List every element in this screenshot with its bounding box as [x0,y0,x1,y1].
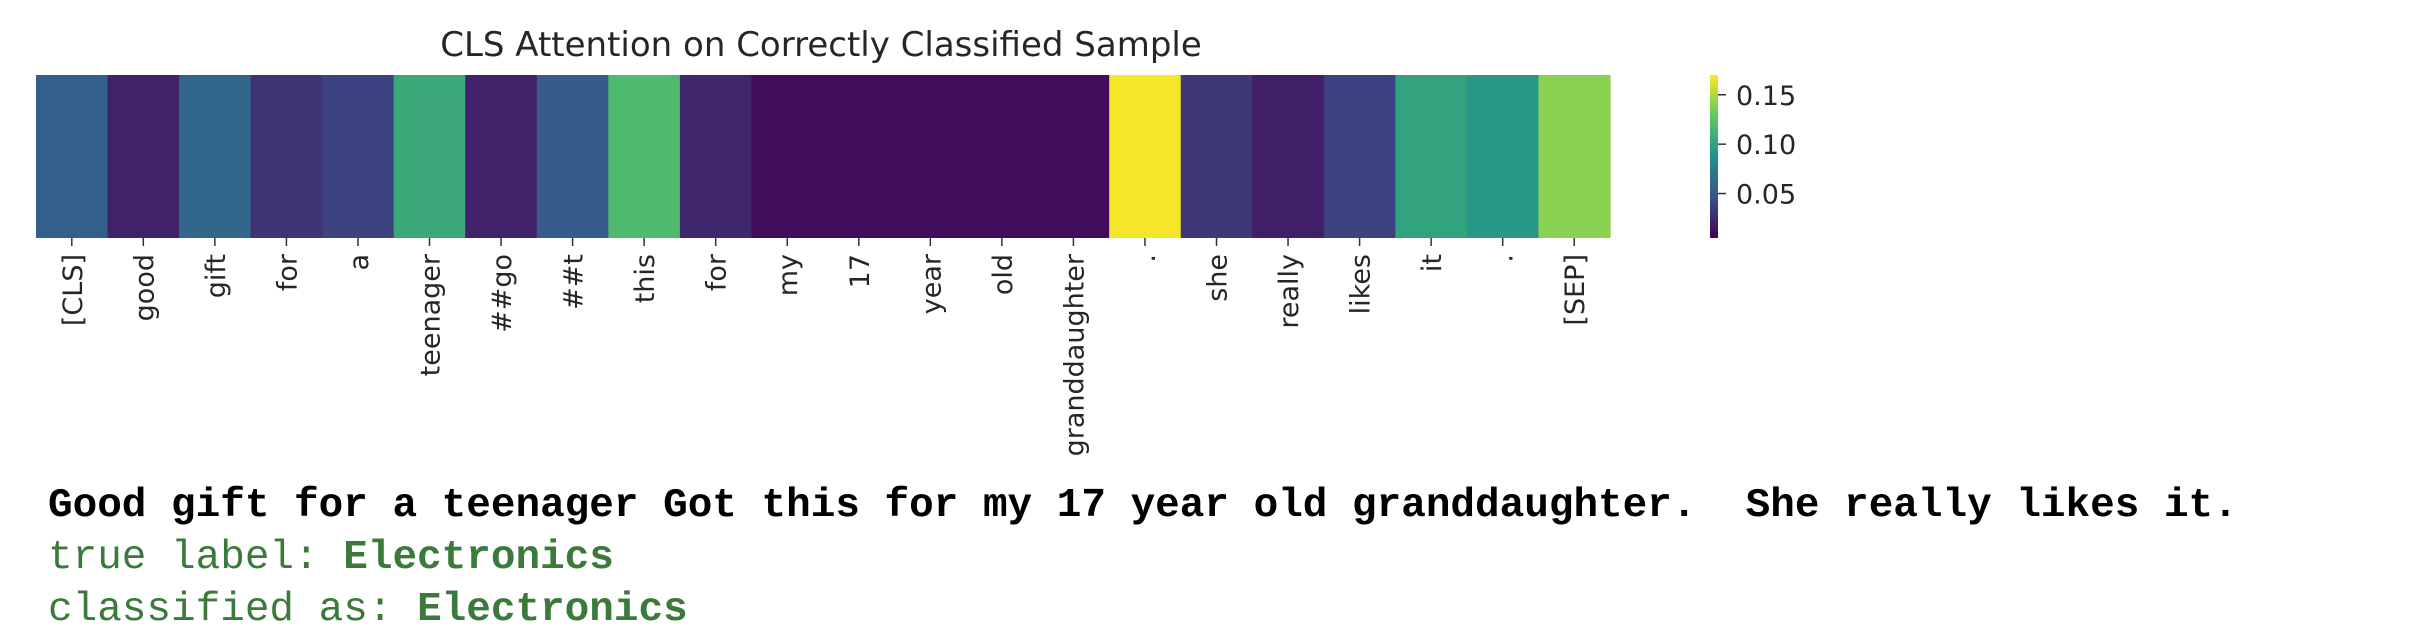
heatmap-cell [465,75,538,238]
token-label: it [1417,254,1448,272]
heatmap-cell [179,75,252,238]
token-label: for [272,253,303,291]
colorbar [1710,75,1718,238]
colorbar-tick-label: 0.05 [1736,180,1796,211]
heatmap-cell [966,75,1039,238]
token-label: ##go [487,254,518,333]
token-label: ##t [559,254,590,310]
colorbar-ticks: 0.05 0.10 0.15 [1718,81,1796,211]
heatmap-cell [322,75,395,238]
colorbar-tick-label: 0.10 [1736,130,1796,161]
heatmap-cell [250,75,323,238]
token-label: granddaughter [1059,253,1090,456]
token-label: . [1489,254,1520,263]
token-label: she [1203,254,1234,302]
token-label: 17 [845,254,876,288]
token-label: likes [1346,254,1377,314]
heatmap-cell [1395,75,1468,238]
token-label: [SEP] [1560,254,1591,326]
heatmap-cell [1252,75,1325,238]
true-label-prefix: true label: [48,535,344,581]
true-label-line: true label: Electronics [48,532,614,584]
heatmap-cell [751,75,824,238]
heatmap-cell [608,75,681,238]
token-label: really [1274,254,1305,329]
heatmap-cell [1538,75,1611,238]
classified-as-line: classified as: Electronics [48,584,688,636]
heatmap-cell [1323,75,1396,238]
colorbar-tick-label: 0.15 [1736,81,1796,112]
token-label: teenager [416,253,447,376]
classified-as-prefix: classified as: [48,587,418,633]
heatmap-cell [393,75,466,238]
heatmap-cell [536,75,609,238]
heatmap-cell [1180,75,1253,238]
token-label: for [702,253,733,291]
heatmap-cell [679,75,753,238]
heatmap-cells [36,75,1611,238]
heatmap-cell [1037,75,1110,238]
classified-as-value: Electronics [417,587,688,633]
token-label: year [916,253,947,314]
token-label: [CLS] [58,254,89,326]
token-label: old [988,254,1019,295]
token-label: my [773,254,804,296]
review-text: Good gift for a teenager Got this for my… [48,483,2238,529]
heatmap-cell [823,75,896,238]
token-label: this [630,254,661,303]
attention-heatmap-figure: CLS Attention on Correctly Classified Sa… [36,25,1796,456]
token-label: a [344,254,375,271]
heatmap-cell [36,75,109,238]
token-label: gift [201,254,232,298]
token-axis: [CLS] good gift for a teenager ##go ##t this for m… [58,238,1591,456]
heatmap-cell [107,75,180,238]
token-label: . [1131,254,1162,263]
heatmap-cell [1466,75,1540,238]
chart-title: CLS Attention on Correctly Classified Sa… [440,25,1202,65]
heatmap-cell [894,75,967,238]
heatmap-cell [1109,75,1182,238]
true-label-value: Electronics [343,535,614,581]
token-label: good [129,254,160,321]
